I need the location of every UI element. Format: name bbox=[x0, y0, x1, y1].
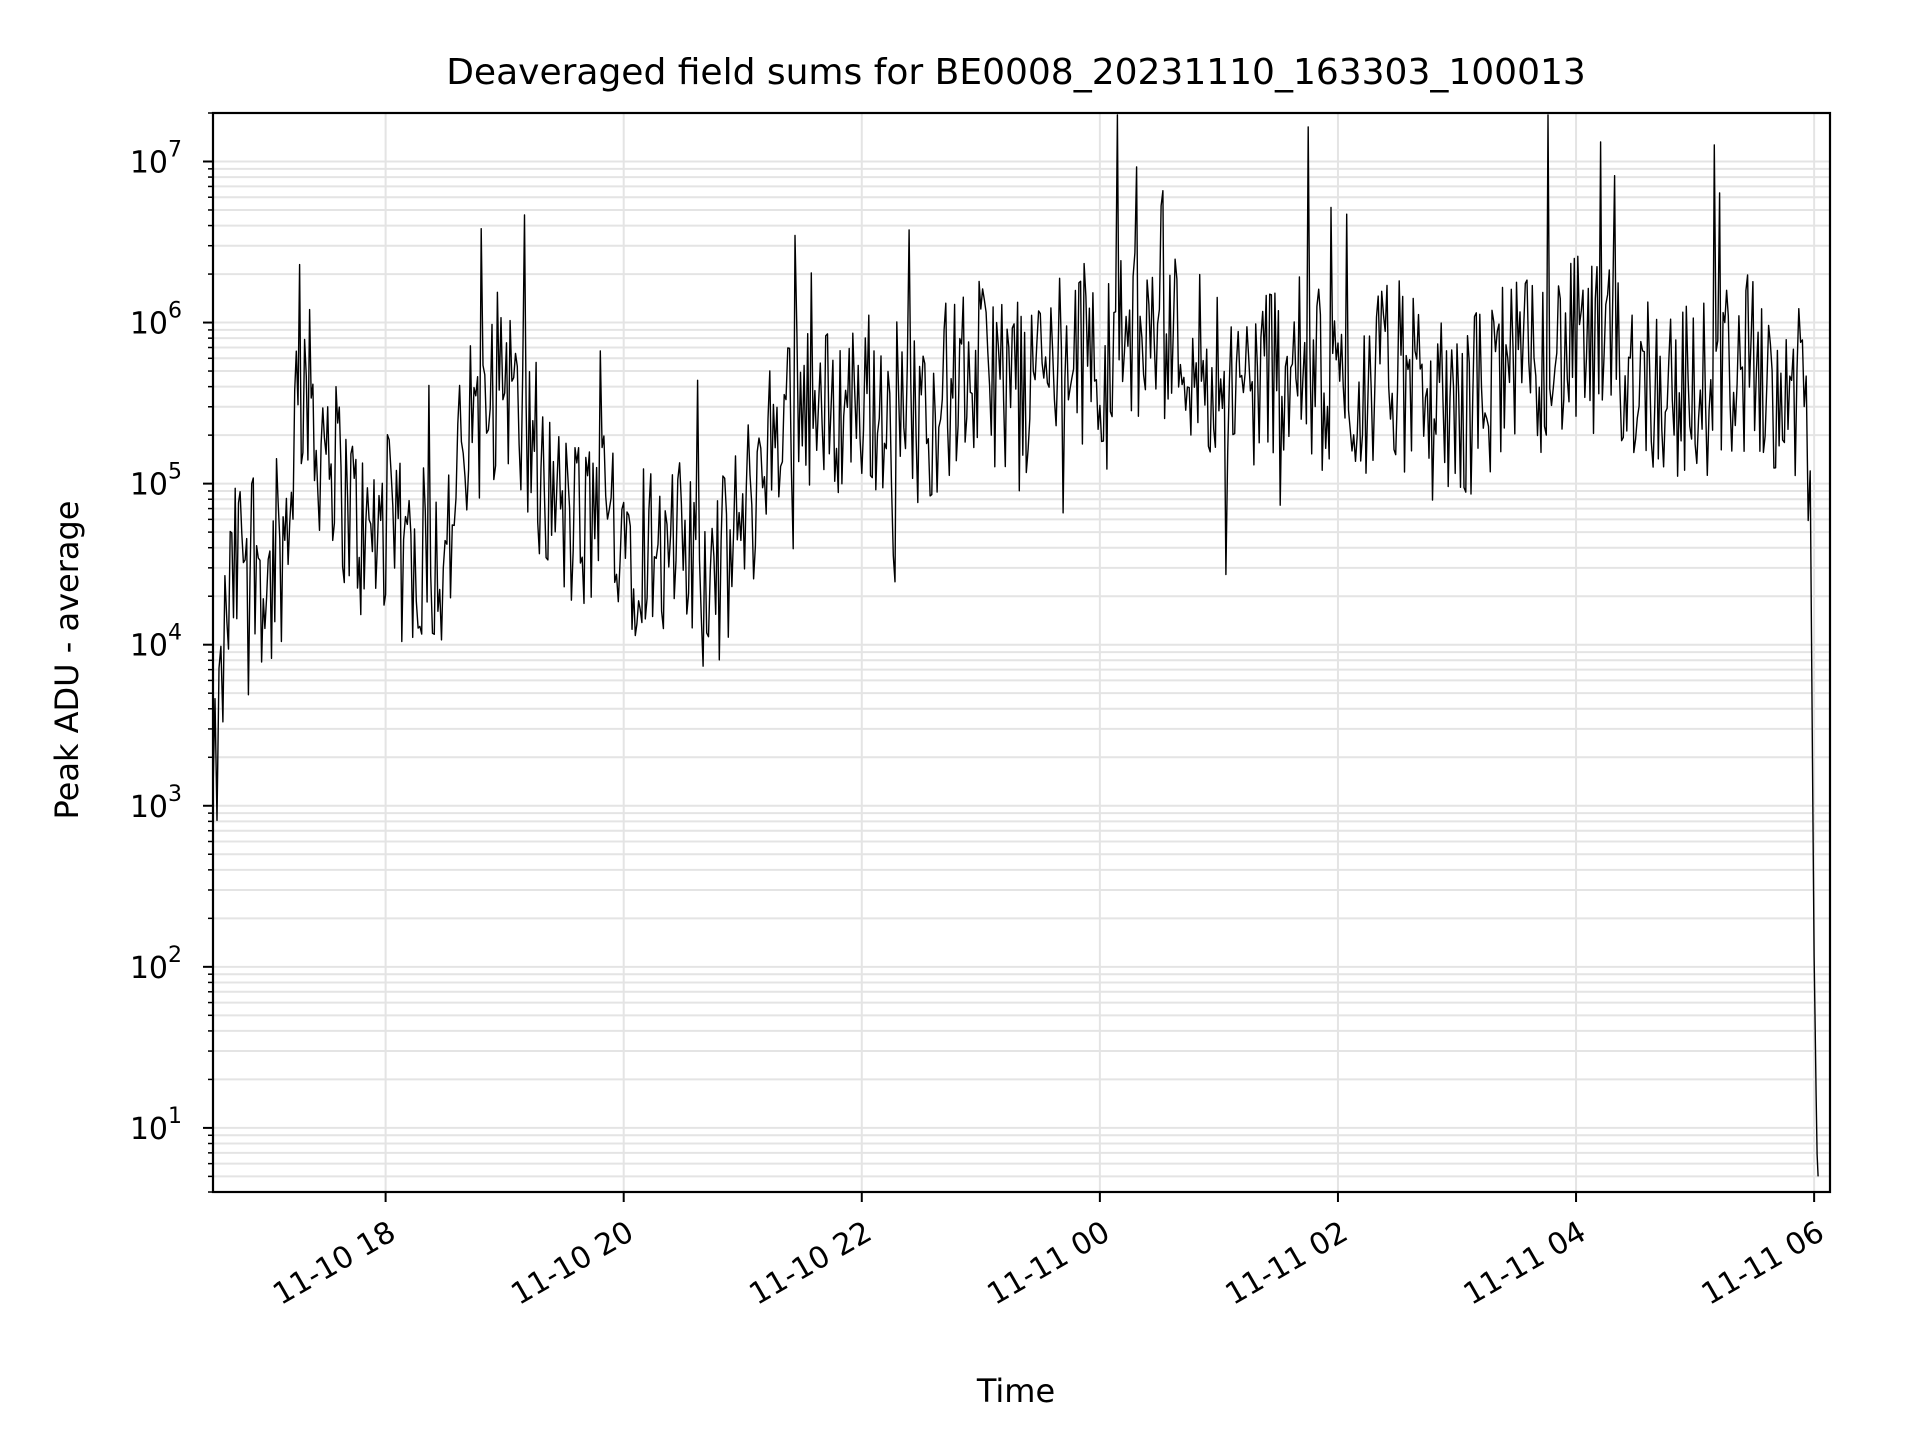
y-tick-label: 101 bbox=[130, 1104, 182, 1147]
chart-title: Deaveraged field sums for BE0008_2023111… bbox=[446, 52, 1586, 93]
y-tick-label: 104 bbox=[130, 621, 182, 664]
y-tick-label-base: 10 bbox=[130, 1112, 168, 1147]
y-tick-label-base: 10 bbox=[130, 145, 168, 180]
series-line bbox=[212, 114, 1819, 1177]
y-tick-label-exponent: 4 bbox=[168, 621, 182, 646]
y-tick-label-base: 10 bbox=[130, 307, 168, 342]
y-tick-label-exponent: 2 bbox=[168, 943, 182, 968]
y-tick-label: 106 bbox=[130, 299, 182, 342]
y-tick-label-base: 10 bbox=[130, 790, 168, 825]
y-tick-label: 102 bbox=[130, 943, 182, 986]
series-layer bbox=[212, 114, 1819, 1177]
y-tick-label-base: 10 bbox=[130, 951, 168, 986]
x-axis-label: Time bbox=[976, 1372, 1055, 1410]
y-tick-label-exponent: 6 bbox=[168, 299, 182, 324]
y-tick-label: 107 bbox=[130, 137, 182, 180]
y-tick-label-base: 10 bbox=[130, 468, 168, 503]
y-tick-label: 105 bbox=[130, 460, 182, 503]
y-tick-label: 103 bbox=[130, 782, 182, 825]
grid bbox=[213, 112, 1830, 1193]
y-tick-label-exponent: 1 bbox=[168, 1104, 182, 1129]
y-tick-label-exponent: 5 bbox=[168, 460, 182, 485]
ticks bbox=[203, 112, 1816, 1202]
y-tick-label-exponent: 7 bbox=[168, 137, 182, 162]
y-axis-label: Peak ADU - average bbox=[48, 501, 86, 820]
y-tick-label-exponent: 3 bbox=[168, 782, 182, 807]
y-tick-label-base: 10 bbox=[130, 629, 168, 664]
